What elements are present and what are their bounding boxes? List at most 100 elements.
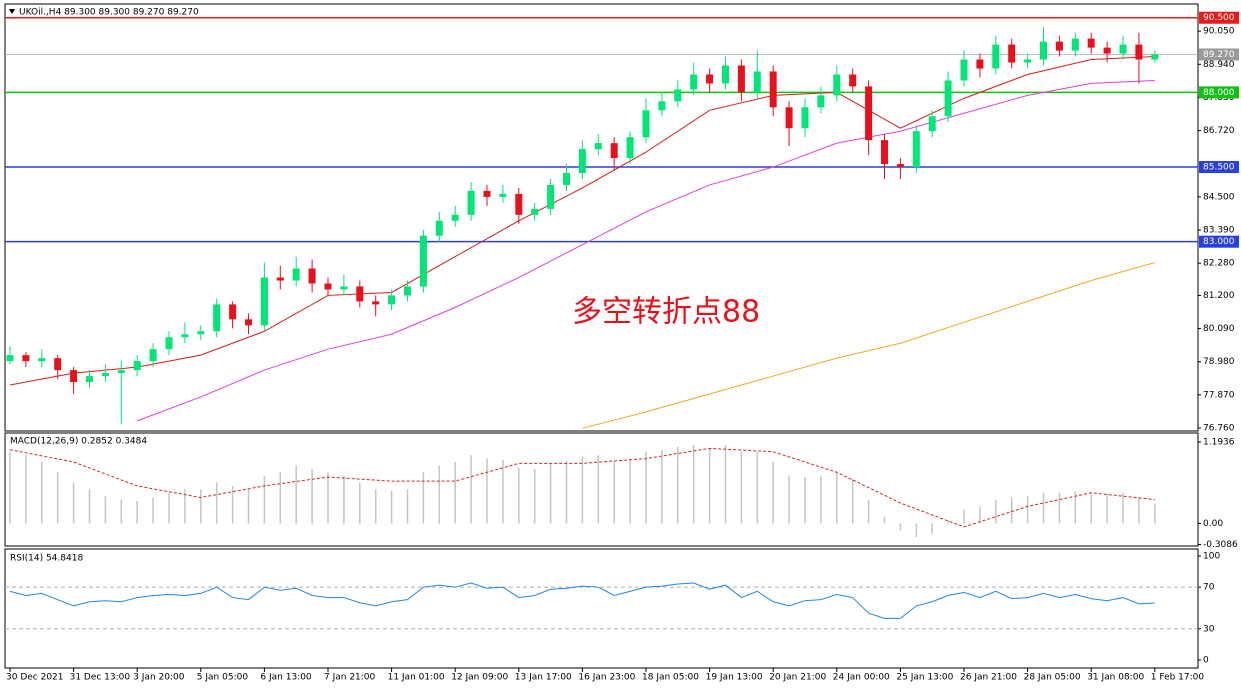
y-tick-label: 77.870 [1203, 390, 1235, 400]
x-tick-label: 30 Dec 2021 [6, 673, 64, 683]
y-tick-label: 0.00 [1203, 519, 1223, 529]
candle-body [1055, 41, 1063, 51]
x-tick-label: 26 Jan 21:00 [960, 673, 1017, 683]
candle-body [1119, 44, 1127, 54]
candle-body [547, 184, 555, 209]
candle-body [578, 149, 586, 174]
candle-body [149, 349, 157, 362]
candle-body [722, 65, 729, 84]
x-tick-label: 3 Jan 20:00 [133, 673, 185, 683]
candle-body [706, 74, 714, 84]
candle-body [674, 89, 682, 102]
x-tick-label: 25 Jan 13:00 [896, 673, 953, 683]
candle-body [817, 95, 825, 108]
rsi-line [9, 582, 1155, 619]
x-tick-label: 6 Jan 13:00 [260, 673, 312, 683]
candle-body [197, 331, 205, 335]
candle-body [86, 376, 93, 383]
level-tag-label: 88.000 [1203, 88, 1235, 98]
moving-average [582, 262, 1155, 429]
candle-body [912, 131, 920, 168]
y-tick-label: 86.720 [1203, 126, 1235, 136]
candle-body [881, 140, 888, 165]
candle-body [213, 304, 221, 332]
candle-body [499, 193, 507, 197]
macd-panel [4, 432, 1199, 547]
x-tick-label: 28 Jan 05:00 [1024, 673, 1081, 683]
candle-body [54, 358, 62, 371]
menu-arrow [9, 9, 15, 14]
x-tick-label: 20 Jan 21:00 [769, 673, 826, 683]
y-tick-label: 84.500 [1203, 192, 1235, 202]
candle-body [165, 337, 173, 350]
candle-body [737, 65, 745, 93]
candle-body [1024, 59, 1032, 63]
candle-body [372, 301, 380, 305]
candle-body [340, 286, 348, 290]
moving-average [9, 56, 1155, 386]
candle-body [849, 74, 857, 87]
level-tag-label: 90.500 [1203, 13, 1235, 23]
candle-body [928, 116, 936, 132]
level-tag [1199, 161, 1239, 174]
level-tag [1199, 48, 1239, 61]
candle-body [1151, 54, 1159, 60]
candle-body [1135, 44, 1143, 60]
x-tick-label: 19 Jan 13:00 [706, 673, 763, 683]
candle-body [70, 370, 78, 383]
plot-layer: 90.05088.94087.83086.72084.50083.39082.2… [5, 11, 1239, 683]
level-tag-label: 85.500 [1203, 163, 1235, 173]
y-tick-label: -0.3086 [1203, 540, 1238, 550]
candle-body [117, 370, 125, 374]
moving-average [137, 79, 1155, 422]
candle-body [944, 80, 952, 117]
y-tick-label: 70 [1203, 583, 1215, 593]
level-tag [1199, 235, 1239, 248]
candle-body [467, 190, 475, 215]
candle-body [356, 286, 364, 302]
candle-body [1008, 44, 1016, 63]
x-tick-label: 13 Jan 17:00 [515, 673, 572, 683]
candle-body [1087, 38, 1095, 48]
y-tick-label: 90.050 [1203, 27, 1235, 37]
candle-body [531, 208, 539, 215]
candle-body [324, 283, 332, 290]
y-tick-label: 76.760 [1203, 424, 1235, 434]
candle-body [6, 355, 14, 362]
candle-body [753, 71, 761, 93]
y-tick-label: 100 [1203, 551, 1220, 561]
candle-body [610, 143, 618, 159]
candle-body [976, 59, 984, 69]
level-tag [1199, 86, 1239, 99]
candle-body [133, 361, 141, 371]
candle-body [229, 304, 237, 320]
level-tag-label: 83.000 [1203, 237, 1235, 247]
chart-title: UKOil.,H4 89.300 89.300 89.270 89.270 [19, 8, 199, 18]
candle-body [896, 164, 904, 168]
candle-body [769, 71, 777, 108]
candle-body [1071, 38, 1079, 51]
x-tick-label: 31 Dec 13:00 [70, 673, 131, 683]
y-tick-label: 82.280 [1203, 259, 1235, 269]
x-tick-label: 31 Jan 08:00 [1087, 673, 1144, 683]
candle-body [626, 137, 634, 159]
candle-body [245, 319, 252, 326]
candle-body [801, 107, 809, 129]
y-tick-label: 0 [1203, 655, 1209, 665]
candle-body [515, 193, 523, 215]
x-tick-label: 7 Jan 21:00 [324, 673, 376, 683]
candle-body [483, 190, 491, 197]
candle-body [38, 358, 46, 362]
candle-body [181, 334, 189, 338]
price-panel [4, 3, 1199, 432]
annotation: 多空转折点88 [572, 295, 760, 330]
candle-body [260, 277, 268, 326]
x-tick-label: 1 Feb 17:00 [1151, 673, 1205, 683]
candle-body [308, 268, 316, 284]
y-tick-label: 80.090 [1203, 324, 1235, 334]
candle-body [992, 44, 1000, 69]
x-tick-label: 5 Jan 05:00 [197, 673, 249, 683]
candle-body [690, 74, 698, 90]
